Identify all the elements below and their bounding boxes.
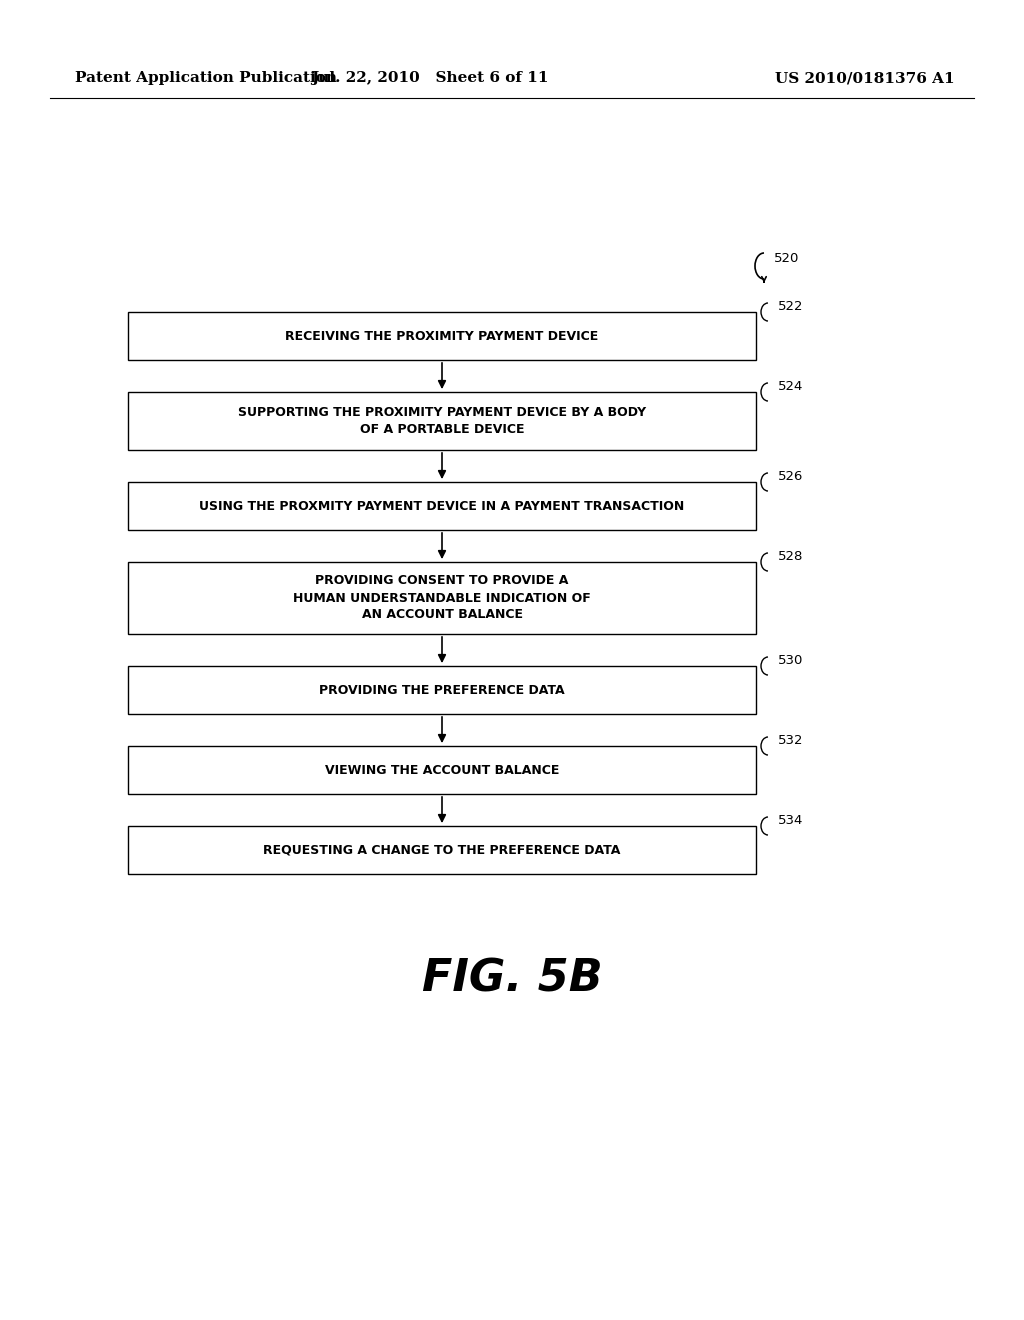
- Text: 528: 528: [778, 549, 804, 562]
- Bar: [128, 392, 756, 450]
- Bar: [128, 562, 756, 634]
- Text: Jul. 22, 2010   Sheet 6 of 11: Jul. 22, 2010 Sheet 6 of 11: [311, 71, 549, 84]
- Text: PROVIDING CONSENT TO PROVIDE A
HUMAN UNDERSTANDABLE INDICATION OF
AN ACCOUNT BAL: PROVIDING CONSENT TO PROVIDE A HUMAN UND…: [293, 574, 591, 622]
- Bar: [128, 482, 756, 531]
- Text: FIG. 5B: FIG. 5B: [422, 957, 602, 1001]
- Text: 530: 530: [778, 653, 804, 667]
- Text: PROVIDING THE PREFERENCE DATA: PROVIDING THE PREFERENCE DATA: [319, 684, 565, 697]
- Text: USING THE PROXMITY PAYMENT DEVICE IN A PAYMENT TRANSACTION: USING THE PROXMITY PAYMENT DEVICE IN A P…: [200, 499, 685, 512]
- Bar: [128, 312, 756, 360]
- Text: 534: 534: [778, 813, 804, 826]
- Text: 532: 532: [778, 734, 804, 747]
- Text: SUPPORTING THE PROXIMITY PAYMENT DEVICE BY A BODY
OF A PORTABLE DEVICE: SUPPORTING THE PROXIMITY PAYMENT DEVICE …: [238, 407, 646, 436]
- Text: 522: 522: [778, 300, 804, 313]
- Text: REQUESTING A CHANGE TO THE PREFERENCE DATA: REQUESTING A CHANGE TO THE PREFERENCE DA…: [263, 843, 621, 857]
- Text: VIEWING THE ACCOUNT BALANCE: VIEWING THE ACCOUNT BALANCE: [325, 763, 559, 776]
- Text: 526: 526: [778, 470, 804, 483]
- Bar: [128, 826, 756, 874]
- Text: US 2010/0181376 A1: US 2010/0181376 A1: [775, 71, 955, 84]
- Bar: [128, 667, 756, 714]
- Text: 520: 520: [774, 252, 800, 264]
- Text: Patent Application Publication: Patent Application Publication: [75, 71, 337, 84]
- Bar: [128, 746, 756, 795]
- Text: RECEIVING THE PROXIMITY PAYMENT DEVICE: RECEIVING THE PROXIMITY PAYMENT DEVICE: [286, 330, 599, 342]
- Text: 524: 524: [778, 380, 804, 392]
